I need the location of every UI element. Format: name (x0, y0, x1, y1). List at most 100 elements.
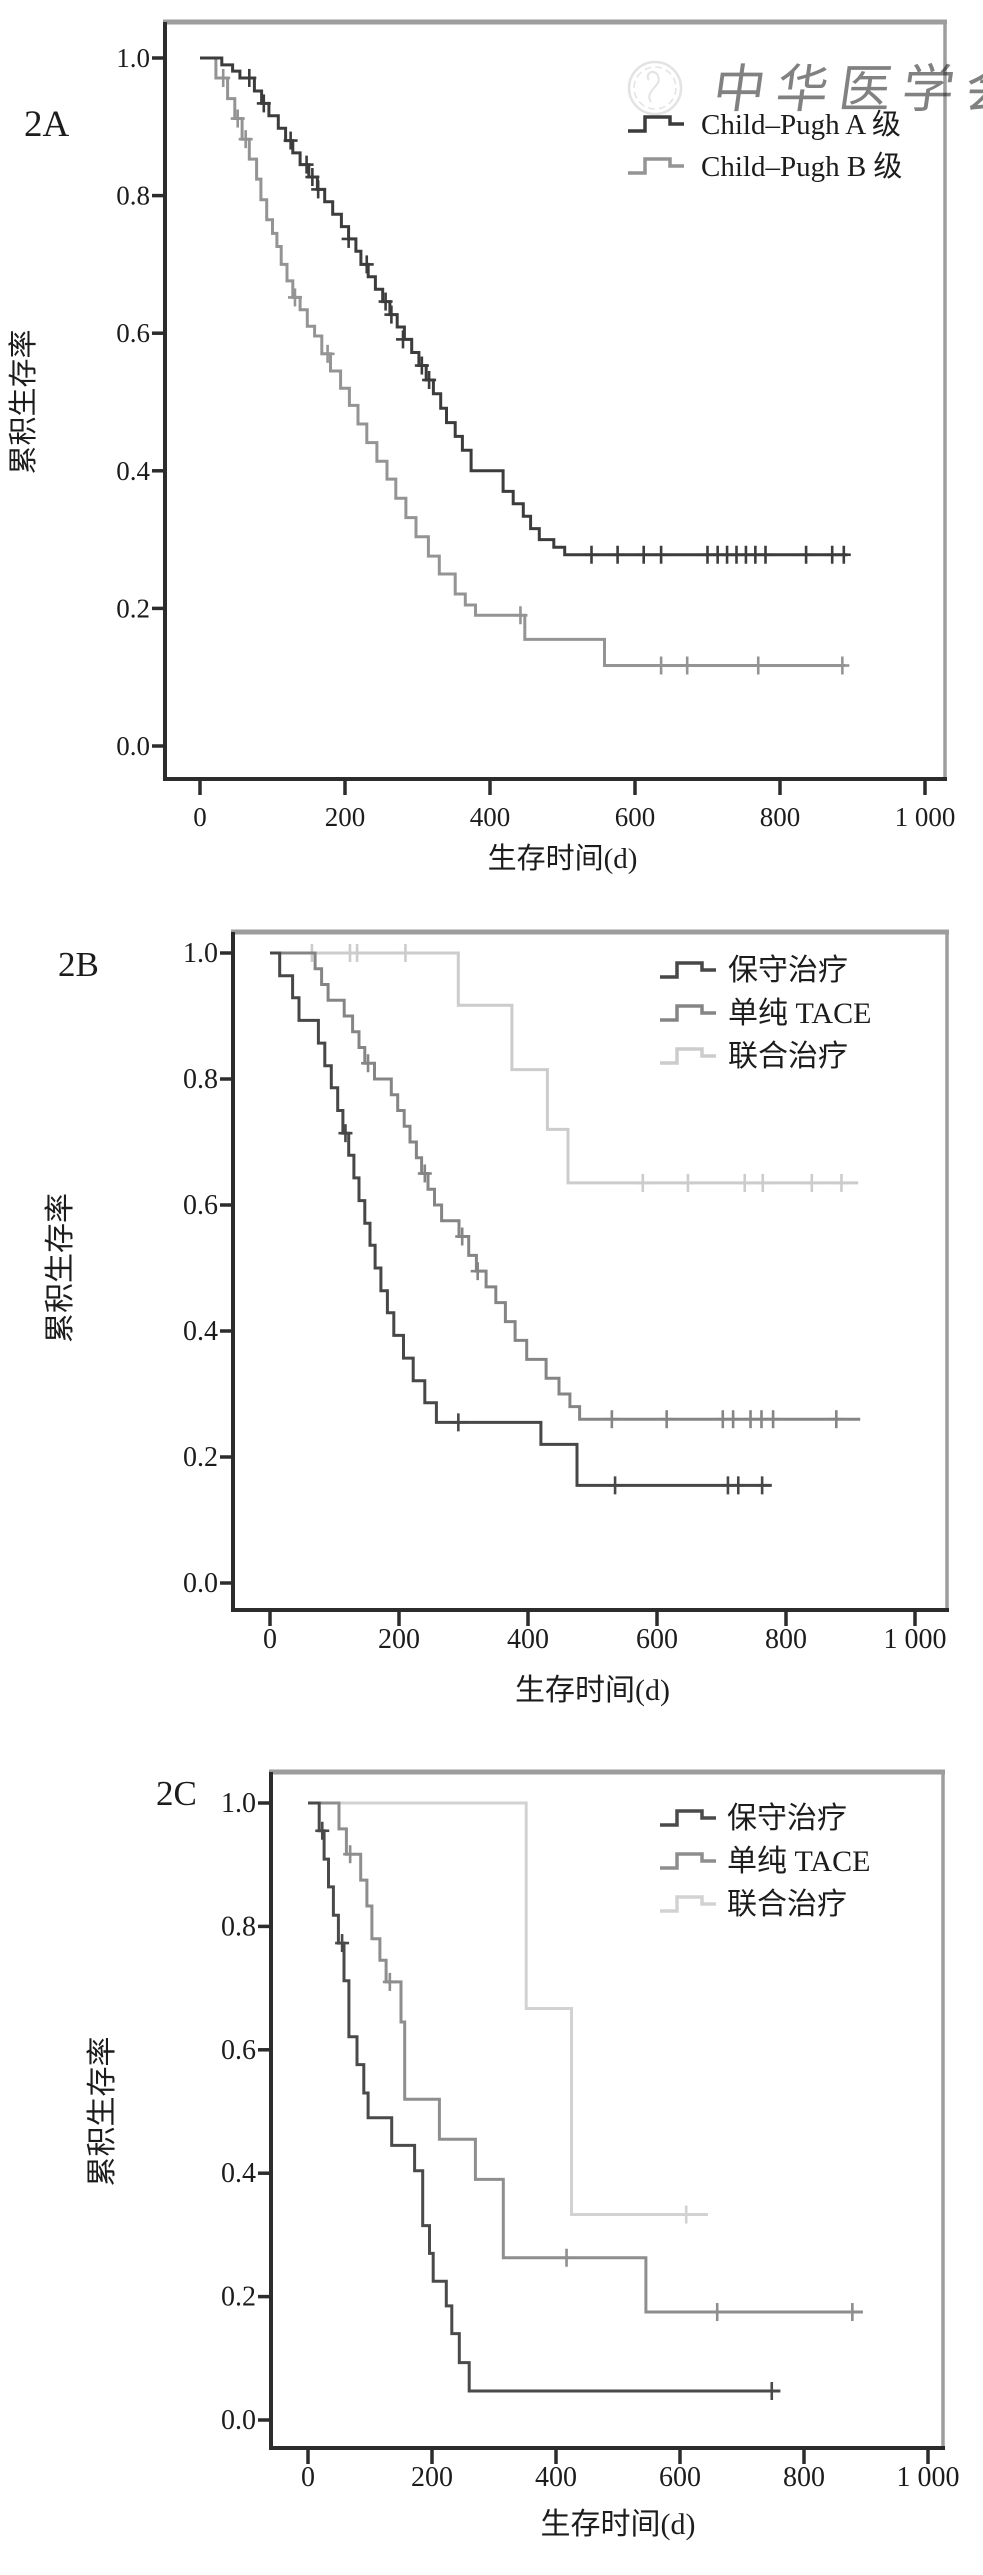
y-axis-title: 累积生存率 (7, 329, 40, 474)
x-tick-label: 400 (535, 2462, 577, 2493)
censor-mark (799, 545, 814, 564)
series-tace-only (308, 1801, 863, 2322)
censor-mark (635, 1173, 650, 1192)
km-curve-combined (270, 951, 859, 1185)
censor-mark (755, 1173, 770, 1192)
survival-chart-2b: 0.0 0.2 0.4 0.6 0.8 1.0 0 200 400 600 800 1 000 生存时间… (44, 929, 949, 1707)
legend-item-child-pugh-a: Child–Pugh A 级 (628, 108, 901, 141)
legend-item-child-pugh-b: Child–Pugh B 级 (628, 150, 902, 183)
y-tick-label: 0.0 (221, 2405, 256, 2436)
x-axis-title: 生存时间(d) (541, 2508, 696, 2541)
x-tick-label: 400 (470, 802, 511, 832)
censor-mark (710, 2303, 725, 2322)
y-tick-label: 0.8 (221, 1911, 256, 1942)
legend-label-conservative: 保守治疗 (728, 954, 848, 987)
legend-label-child-pugh-a: Child–Pugh A 级 (701, 108, 901, 141)
legend-label-combined: 联合治疗 (727, 1888, 847, 1921)
legend-marker-tace-only (660, 1004, 716, 1022)
x-axis-title: 生存时间(d) (515, 1674, 670, 1707)
series-tace-only (270, 951, 861, 1429)
x-tick-label: 1 000 (884, 1624, 947, 1655)
censor-mark (422, 370, 437, 389)
panel-label: 2C (156, 1774, 197, 1813)
legend-item-conservative: 保守治疗 (660, 954, 848, 987)
legend-marker-combined (660, 1047, 716, 1065)
y-tick-label: 0.8 (183, 1064, 218, 1095)
legend-item-combined: 联合治疗 (660, 1888, 847, 1921)
censor-mark (350, 944, 365, 962)
censor-mark (829, 1410, 844, 1429)
y-tick-label: 0.0 (183, 1568, 218, 1599)
censor-mark (335, 1934, 350, 1953)
censor-mark (751, 656, 766, 675)
series-combined (270, 944, 859, 1192)
x-axis-title: 生存时间(d) (488, 842, 638, 875)
censor-mark (610, 545, 625, 564)
legend-label-child-pugh-b: Child–Pugh B 级 (701, 150, 902, 183)
legend-label-tace-only: 单纯 TACE (728, 997, 871, 1030)
km-curve-conservative (270, 951, 772, 1487)
series-child-pugh-b (200, 56, 850, 675)
cma-emblem-snake-glyph (646, 70, 660, 103)
censor-mark (584, 545, 599, 564)
km-curve-child-pugh-a (200, 56, 848, 557)
censor-mark (414, 356, 429, 375)
x-tick-label: 0 (301, 2462, 315, 2493)
y-tick-label: 0.2 (221, 2282, 256, 2313)
cma-emblem-inner-ring (633, 66, 677, 110)
censor-mark (764, 2382, 779, 2401)
x-tick-label: 800 (760, 802, 801, 832)
x-tick-label: 0 (263, 1624, 277, 1655)
censor-mark (384, 305, 399, 324)
y-tick-label: 0.4 (221, 2158, 256, 2189)
censor-mark (731, 1476, 746, 1495)
x-tick-label: 1 000 (897, 2462, 960, 2493)
censor-mark (305, 168, 320, 187)
censor-mark (216, 68, 231, 87)
censor-mark (338, 1124, 353, 1143)
x-tick-label: 400 (507, 1624, 549, 1655)
legend-label-combined: 联合治疗 (728, 1040, 848, 1073)
panel-label: 2B (58, 945, 99, 984)
censor-mark (242, 68, 257, 87)
y-tick-label: 0.6 (221, 2035, 256, 2066)
censor-mark (804, 1173, 819, 1192)
legend-marker-child-pugh-a (628, 115, 684, 133)
survival-chart-2c: 0.0 0.2 0.4 0.6 0.8 1.0 0 200 400 600 800 1 000 生存时间… (86, 1769, 960, 2541)
legend-item-conservative: 保守治疗 (660, 1802, 847, 1835)
y-tick-label: 0.2 (183, 1442, 218, 1473)
censor-mark (256, 94, 271, 113)
x-tick-label: 200 (325, 802, 366, 832)
y-tick-label: 1.0 (221, 1788, 256, 1819)
censor-mark (341, 229, 356, 248)
censor-mark (758, 545, 773, 564)
censor-mark (451, 1413, 466, 1432)
censor-mark (311, 180, 326, 199)
legend-item-combined: 联合治疗 (660, 1040, 848, 1073)
censor-mark (608, 1476, 623, 1495)
censor-mark (283, 131, 298, 150)
y-tick-label: 0.2 (116, 593, 150, 623)
censor-mark (836, 545, 851, 564)
watermark-text: 中华医学会 (709, 61, 983, 119)
x-tick-label: 1 000 (895, 802, 956, 832)
censor-mark (359, 255, 374, 274)
censor-mark (559, 2248, 574, 2267)
km-curve-child-pugh-b (200, 56, 846, 667)
x-tick-label: 600 (659, 2462, 701, 2493)
y-axis-title: 累积生存率 (86, 2037, 119, 2187)
censor-mark (737, 1173, 752, 1192)
censor-mark (654, 545, 669, 564)
x-tick-label: 200 (378, 1624, 420, 1655)
censor-mark (230, 109, 245, 128)
cma-emblem-logo (627, 60, 683, 116)
x-tick-label: 0 (193, 802, 207, 832)
legend-marker-tace-only (660, 1852, 716, 1870)
censor-mark (636, 545, 651, 564)
censor-mark (726, 1410, 741, 1429)
censor-mark (315, 1821, 330, 1840)
censor-mark (299, 155, 314, 174)
censor-mark (654, 656, 669, 675)
km-curve-tace-only (308, 1801, 863, 2314)
